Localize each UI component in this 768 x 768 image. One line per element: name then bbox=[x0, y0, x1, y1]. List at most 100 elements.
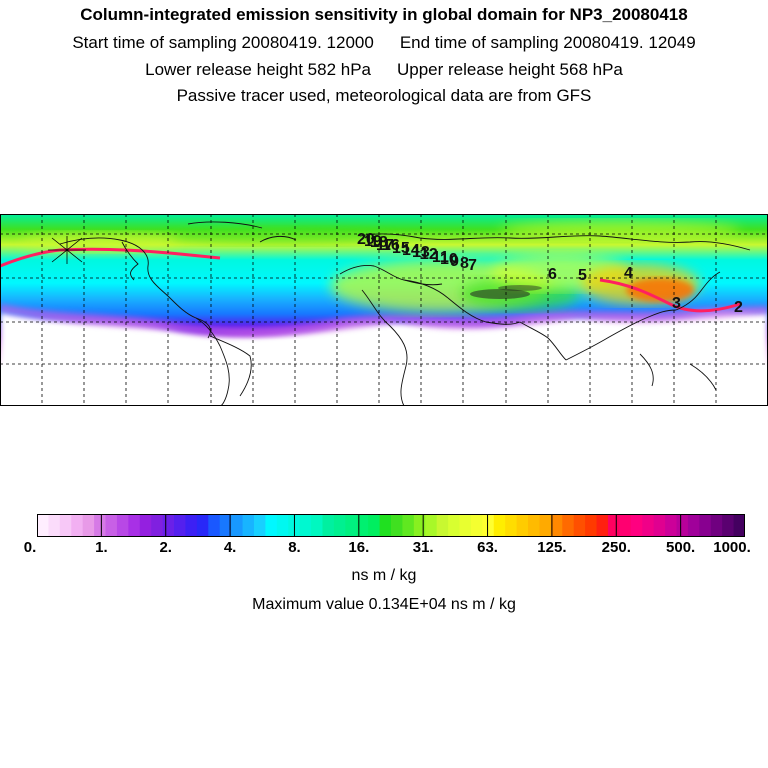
colorbar-cell bbox=[505, 514, 518, 537]
colorbar-cell bbox=[436, 514, 449, 537]
colorbar-cell bbox=[722, 514, 735, 537]
trajectory-label: 20 bbox=[357, 231, 375, 248]
colorbar-cell bbox=[128, 514, 141, 537]
colorbar-cell bbox=[733, 514, 745, 537]
trajectory-label: 19 bbox=[364, 233, 382, 250]
colorbar-cell bbox=[653, 514, 666, 537]
colorbar-cell bbox=[402, 514, 415, 537]
colorbar-cell bbox=[196, 514, 209, 537]
colorbar-cell bbox=[676, 514, 689, 537]
colorbar-cell bbox=[391, 514, 404, 537]
trajectory-label: 15 bbox=[392, 240, 410, 257]
end-time: End time of sampling 20080419. 12049 bbox=[399, 33, 696, 52]
colorbar-cell bbox=[253, 514, 266, 537]
trajectory-label: 2 bbox=[734, 299, 743, 316]
trajectory-label: 14 bbox=[402, 242, 420, 259]
colorbar-tick-label: 16. bbox=[348, 539, 370, 556]
colorbar-cell bbox=[699, 514, 712, 537]
colorbar-cell bbox=[562, 514, 575, 537]
plot-title: Column-integrated emission sensitivity i… bbox=[80, 5, 688, 24]
trajectory-label: 5 bbox=[578, 267, 587, 284]
colorbar-cell bbox=[619, 514, 632, 537]
colorbar-tick-label: 250. bbox=[601, 539, 631, 556]
colorbar-tick-label: 4. bbox=[223, 539, 237, 556]
colorbar-cell bbox=[208, 514, 221, 537]
colorbar-cell bbox=[687, 514, 700, 537]
colorbar-cell bbox=[185, 514, 198, 537]
trajectory-label: 17 bbox=[376, 237, 394, 254]
colorbar-cell bbox=[630, 514, 643, 537]
colorbar-cell bbox=[710, 514, 723, 537]
release-heights: Lower release height 582 hPa Upper releas… bbox=[0, 60, 768, 80]
colorbar-tick-label: 63. bbox=[477, 539, 498, 556]
colorbar-cell bbox=[37, 514, 50, 537]
trajectory-label: 12 bbox=[420, 246, 438, 263]
colorbar-cell bbox=[174, 514, 187, 537]
colorbar-cell bbox=[573, 514, 586, 537]
colorbar-cell bbox=[528, 514, 541, 537]
trajectory-label: 11 bbox=[432, 249, 449, 266]
trajectory-label: 18 bbox=[370, 234, 388, 251]
colorbar-tick-label: 8. bbox=[288, 539, 301, 556]
colorbar-cell bbox=[276, 514, 289, 537]
colorbar-cell bbox=[665, 514, 678, 537]
colorbar-cell bbox=[219, 514, 232, 537]
trajectory-label: 13 bbox=[412, 244, 430, 261]
trajectory-line bbox=[0, 247, 221, 268]
colorbar-cell bbox=[231, 514, 244, 537]
sensitivity-field bbox=[0, 214, 768, 406]
trajectory-label: 16 bbox=[382, 237, 400, 254]
sampling-times: Start time of sampling 20080419. 12000 En… bbox=[0, 33, 768, 53]
colorbar-cell bbox=[322, 514, 335, 537]
colorbar-cell bbox=[94, 514, 107, 537]
trajectory-label: 3 bbox=[672, 295, 681, 312]
lower-release-height: Lower release height 582 hPa bbox=[145, 60, 371, 79]
colorbar-tick-label: 1. bbox=[95, 539, 108, 556]
colorbar-cell bbox=[539, 514, 552, 537]
colorbar-cell bbox=[448, 514, 461, 537]
colorbar-cell bbox=[379, 514, 392, 537]
colorbar-cell bbox=[550, 514, 563, 537]
colorbar-cell bbox=[48, 514, 61, 537]
trajectory-label: 4 bbox=[624, 265, 633, 282]
colorbar-cell bbox=[607, 514, 620, 537]
colorbar-tick-label: 31. bbox=[412, 539, 434, 556]
colorbar-cell bbox=[139, 514, 152, 537]
colorbar-cell bbox=[459, 514, 472, 537]
trajectory-label: 6 bbox=[548, 266, 557, 283]
coastlines bbox=[59, 221, 751, 406]
trajectory-label: 8 bbox=[460, 255, 469, 272]
colorbar-cell bbox=[311, 514, 324, 537]
colorbar-tick-label: 2. bbox=[159, 539, 172, 556]
start-time: Start time of sampling 20080419. 12000 bbox=[72, 33, 374, 52]
upper-release-height: Upper release height 568 hPa bbox=[397, 60, 623, 79]
colorbar-cell bbox=[493, 514, 506, 537]
trajectory-line bbox=[599, 278, 741, 313]
graticule bbox=[0, 214, 768, 406]
colorbar-cell bbox=[242, 514, 255, 537]
colorbar-tick-label: 125. bbox=[537, 539, 567, 556]
colorbar-cell bbox=[151, 514, 164, 537]
colorbar bbox=[37, 514, 745, 537]
colorbar-cell bbox=[105, 514, 118, 537]
colorbar-cell bbox=[333, 514, 346, 537]
tracer-note: Passive tracer used, meteorological data… bbox=[176, 86, 592, 105]
colorbar-cell bbox=[265, 514, 278, 537]
trajectory-label: 7 bbox=[468, 257, 477, 274]
colorbar-cell bbox=[642, 514, 655, 537]
colorbar-cell bbox=[413, 514, 426, 537]
maximum-value: Maximum value 0.134E+04 ns m / kg bbox=[252, 596, 516, 613]
colorbar-cell bbox=[356, 514, 369, 537]
trajectory-label: 10 bbox=[440, 251, 458, 268]
colorbar-cell bbox=[116, 514, 129, 537]
colorbar-cell bbox=[71, 514, 84, 537]
colorbar-cell bbox=[596, 514, 609, 537]
colorbar-cell bbox=[516, 514, 529, 537]
colorbar-tick-label: 1000. bbox=[713, 539, 751, 556]
colorbar-cell bbox=[482, 514, 495, 537]
colorbar-units: ns m / kg bbox=[351, 567, 417, 584]
colorbar-cell bbox=[345, 514, 358, 537]
colorbar-cell bbox=[299, 514, 312, 537]
